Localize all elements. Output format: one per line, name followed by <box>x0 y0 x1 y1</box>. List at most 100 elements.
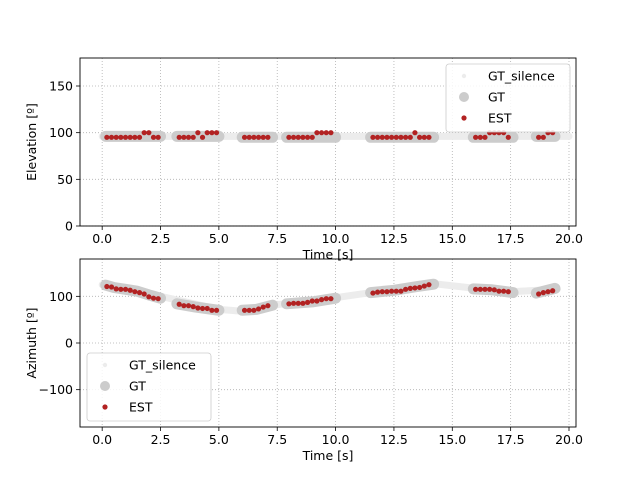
est-point <box>501 288 507 294</box>
est-point <box>290 134 297 140</box>
est-point <box>241 134 248 140</box>
est-point <box>407 134 413 140</box>
est-point <box>118 286 124 292</box>
est-point <box>241 307 248 313</box>
elevation-subplot: 0.0 2.5 5.0 7.5 10.0 12.5 15.0 17.5 20.0 0 50 100 15… <box>24 57 583 262</box>
azimuth-subplot: 0.0 2.5 5.0 7.5 10.0 12.5 15.0 17.5 20.0 −100 0 100… <box>24 258 583 463</box>
est-point <box>550 288 556 294</box>
legend-label: EST <box>129 400 153 415</box>
est-point <box>213 307 220 313</box>
est-point <box>150 295 157 301</box>
x-tick-label: 20.0 <box>555 231 583 246</box>
x-tick-label: 0.0 <box>92 231 112 246</box>
est-point <box>255 306 262 312</box>
est-point <box>473 134 479 140</box>
y-tick-label: 150 <box>49 79 73 94</box>
est-point <box>300 300 306 306</box>
est-point <box>417 134 423 140</box>
est-point <box>132 289 138 295</box>
y-tick-label: 0 <box>65 336 73 351</box>
est-point <box>150 134 157 140</box>
est-point <box>370 134 376 140</box>
est-point <box>477 286 483 292</box>
est-point <box>314 130 320 136</box>
x-tick-label: 17.5 <box>497 432 525 447</box>
x-tick-label: 10.0 <box>322 432 350 447</box>
legend-marker <box>102 362 108 368</box>
legend-marker <box>461 115 467 121</box>
axes-frame <box>79 57 577 227</box>
est-point <box>328 296 334 302</box>
legend-label: GT_silence <box>129 358 196 373</box>
est-point <box>370 290 376 296</box>
est-point <box>482 134 488 140</box>
est-point <box>309 298 315 304</box>
est-point <box>118 134 124 140</box>
est-point <box>251 307 257 313</box>
est-point <box>496 288 502 294</box>
y-tick-label: 100 <box>49 289 73 304</box>
legend-label: GT <box>129 379 146 394</box>
est-point <box>209 307 215 313</box>
est-point <box>407 285 413 291</box>
est-point <box>412 130 418 136</box>
est-point <box>309 134 315 140</box>
x-tick-label: 0.0 <box>92 432 112 447</box>
x-tick-label: 17.5 <box>497 231 525 246</box>
est-point <box>108 134 115 140</box>
x-tick-label: 12.5 <box>380 231 408 246</box>
est-point <box>141 130 147 136</box>
est-point <box>176 134 182 140</box>
x-tick-label: 15.0 <box>438 231 466 246</box>
est-point <box>389 134 395 140</box>
est-point <box>213 130 220 136</box>
est-point <box>375 134 381 140</box>
est-point <box>209 130 215 136</box>
est-point <box>260 304 266 310</box>
x-tick-label: 5.0 <box>209 231 229 246</box>
x-axis-label: Time [s] <box>302 247 354 262</box>
x-tick-label: 15.0 <box>438 432 466 447</box>
legend-box <box>86 352 212 422</box>
est-point <box>108 284 115 290</box>
est-point <box>421 134 427 140</box>
x-axis-label: Time [s] <box>302 448 354 463</box>
est-point <box>146 294 152 300</box>
est-point <box>398 288 404 294</box>
est-point <box>393 134 399 140</box>
est-point <box>104 283 110 290</box>
est-point <box>132 134 138 140</box>
est-point <box>251 134 257 140</box>
est-point <box>155 134 161 140</box>
est-point <box>127 287 133 293</box>
legend-label: EST <box>488 111 512 126</box>
legend: GT_silence GT EST <box>445 63 571 133</box>
est-point <box>195 130 201 136</box>
est-point <box>473 286 479 292</box>
est-point <box>545 289 551 295</box>
est-point <box>204 130 210 136</box>
legend-marker <box>102 404 108 410</box>
est-point <box>426 134 432 140</box>
y-tick-label: 100 <box>49 125 73 140</box>
est-point <box>204 305 210 312</box>
est-point <box>185 134 192 140</box>
y-tick-label: 50 <box>57 172 73 187</box>
est-point <box>540 134 546 140</box>
est-point <box>412 285 418 291</box>
legend-marker <box>100 381 110 391</box>
est-point <box>246 134 252 140</box>
x-tick-label: 7.5 <box>267 432 287 447</box>
est-point <box>113 286 119 292</box>
est-point <box>181 303 187 309</box>
x-tick-label: 10.0 <box>322 231 350 246</box>
x-tick-label: 12.5 <box>380 432 408 447</box>
est-point <box>190 304 196 310</box>
est-point <box>255 134 262 140</box>
plot-area <box>98 278 561 316</box>
est-point <box>176 301 182 307</box>
est-point <box>379 289 385 295</box>
legend: GT_silence GT EST <box>86 352 212 422</box>
est-point <box>181 134 187 140</box>
